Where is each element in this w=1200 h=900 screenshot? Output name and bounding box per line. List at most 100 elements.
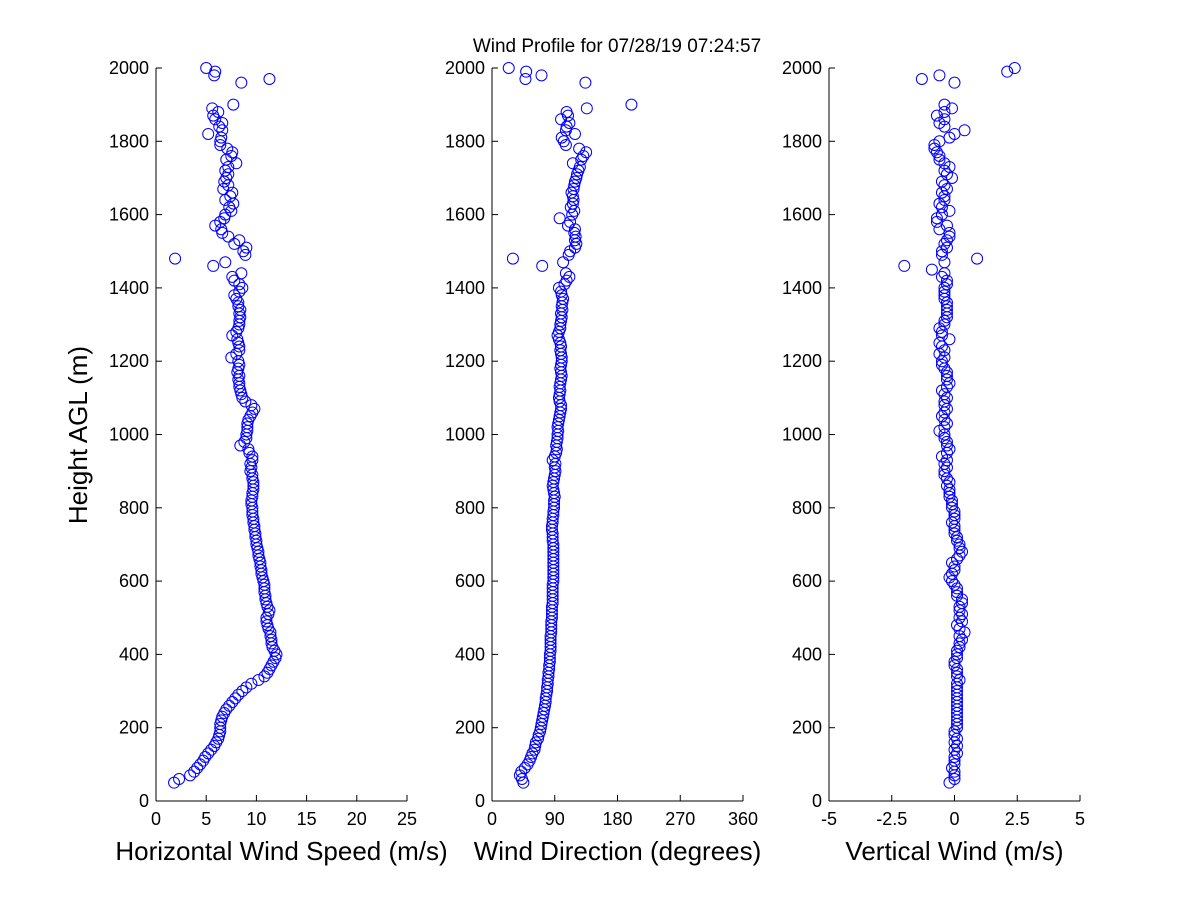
- data-point: [940, 391, 953, 404]
- data-point: [948, 773, 961, 786]
- data-point: [235, 76, 248, 89]
- data-point: [951, 589, 964, 602]
- data-point: [529, 740, 542, 753]
- data-point: [205, 743, 218, 756]
- data-point: [532, 732, 545, 745]
- data-point: [564, 245, 577, 258]
- data-point: [915, 72, 928, 85]
- y-tick-label: 1200: [109, 351, 149, 371]
- data-point: [938, 98, 951, 111]
- data-point: [173, 773, 186, 786]
- y-tick-label: 400: [119, 644, 149, 664]
- data-point: [233, 234, 246, 247]
- y-tick-label: 1800: [445, 131, 485, 151]
- data-point: [938, 362, 951, 375]
- data-point: [940, 373, 953, 386]
- x-tick-label: 90: [545, 809, 565, 829]
- y-tick-label: 0: [812, 791, 822, 811]
- data-point: [240, 241, 253, 254]
- data-point: [239, 395, 252, 408]
- data-point: [938, 388, 951, 401]
- data-point: [229, 692, 242, 705]
- x-tick-label: -5: [821, 809, 837, 829]
- data-point: [938, 105, 951, 118]
- data-point: [252, 674, 265, 687]
- data-point: [956, 615, 969, 628]
- data-point: [938, 465, 951, 478]
- y-tick-label: 1800: [109, 131, 149, 151]
- data-point: [246, 454, 259, 467]
- data-point: [560, 105, 573, 118]
- data-point: [231, 366, 244, 379]
- x-tick-label: -2.5: [876, 809, 907, 829]
- data-point: [222, 160, 235, 173]
- y-tick-label: 400: [792, 644, 822, 664]
- data-point: [956, 608, 969, 621]
- data-point: [953, 600, 966, 613]
- data-point: [938, 457, 951, 470]
- y-tick-label: 1000: [109, 425, 149, 445]
- y-tick-label: 1200: [445, 351, 485, 371]
- data-point: [951, 670, 964, 683]
- data-point: [953, 674, 966, 687]
- data-point: [555, 340, 568, 353]
- data-point: [953, 542, 966, 555]
- data-point: [958, 124, 971, 137]
- data-point: [951, 534, 964, 547]
- data-point: [257, 575, 270, 588]
- x-tick-label: 20: [347, 809, 367, 829]
- x-tick-label: 0: [151, 809, 161, 829]
- data-point: [564, 215, 577, 228]
- data-point: [222, 230, 235, 243]
- data-point: [191, 762, 204, 775]
- data-point: [216, 116, 229, 129]
- data-point: [568, 226, 581, 239]
- data-point: [951, 740, 964, 753]
- data-point: [940, 300, 953, 313]
- y-tick-label: 200: [792, 718, 822, 738]
- data-point: [200, 62, 213, 74]
- data-point: [1001, 65, 1014, 78]
- data-point: [940, 435, 953, 448]
- data-point: [930, 109, 943, 122]
- x-tick-label: 0: [487, 809, 497, 829]
- data-point: [943, 230, 956, 243]
- data-point: [216, 226, 229, 239]
- data-point: [567, 182, 580, 195]
- x-tick-label: 25: [397, 809, 417, 829]
- data-point: [953, 637, 966, 650]
- data-point: [219, 208, 232, 221]
- x-tick-label: 180: [602, 809, 632, 829]
- data-point: [248, 402, 261, 415]
- data-point: [935, 325, 948, 338]
- data-point: [951, 644, 964, 657]
- data-point: [557, 256, 570, 269]
- data-point: [261, 600, 274, 613]
- data-point: [214, 138, 227, 151]
- data-point: [236, 281, 249, 294]
- data-point: [938, 193, 951, 206]
- data-point: [577, 149, 590, 162]
- y-tick-label: 200: [119, 718, 149, 738]
- data-point: [184, 769, 197, 782]
- data-point: [570, 171, 583, 184]
- data-point: [213, 120, 226, 133]
- data-point: [1008, 62, 1021, 74]
- data-point: [549, 465, 562, 478]
- data-point: [940, 461, 953, 474]
- data-point: [943, 377, 956, 390]
- y-tick-label: 200: [455, 718, 485, 738]
- data-point: [943, 483, 956, 496]
- y-tick-label: 1400: [782, 278, 822, 298]
- y-tick-label: 800: [455, 498, 485, 518]
- data-point: [933, 223, 946, 236]
- data-point: [940, 402, 953, 415]
- y-tick-label: 1600: [782, 205, 822, 225]
- data-point: [948, 758, 961, 771]
- data-point: [536, 259, 549, 272]
- data-point: [948, 564, 961, 577]
- y-tick-label: 1600: [109, 205, 149, 225]
- data-point: [930, 146, 943, 159]
- data-point: [237, 245, 250, 258]
- data-point: [943, 333, 956, 346]
